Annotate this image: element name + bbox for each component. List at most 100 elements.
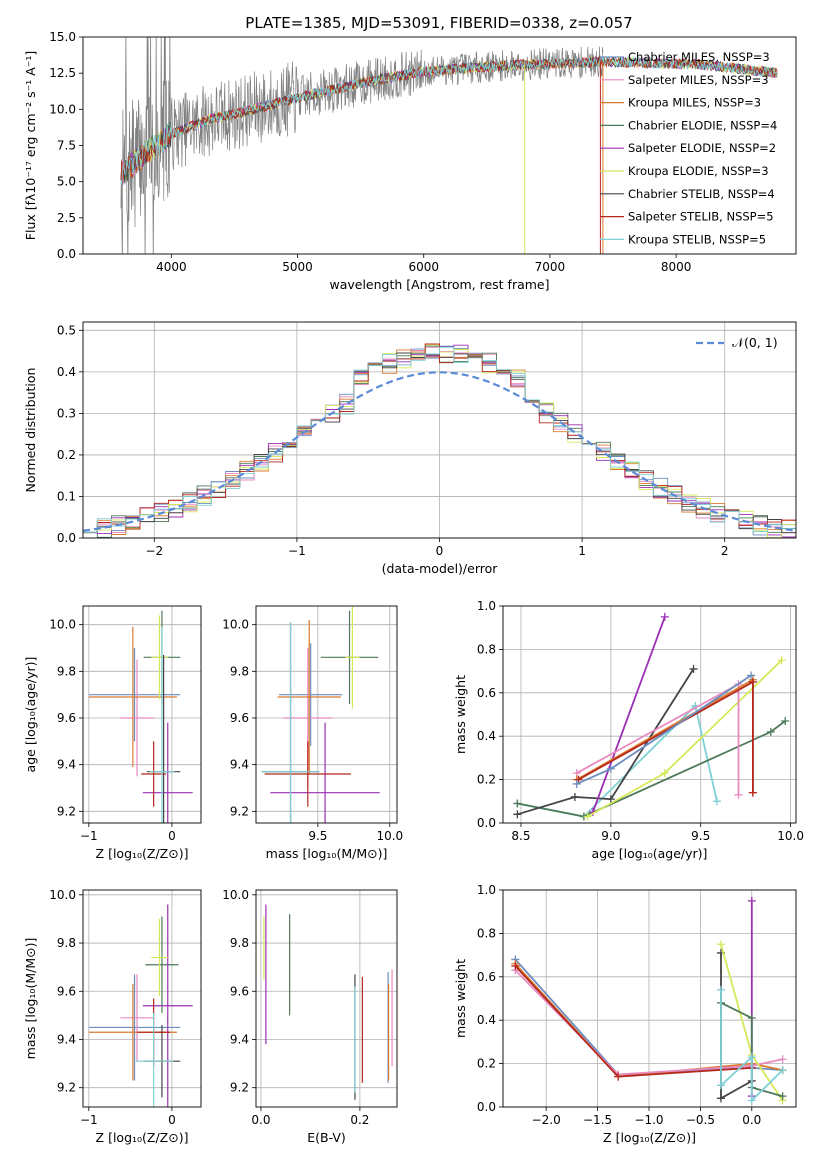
legend: Chabrier MILES, NSSP=3 Salpeter MILES, NS… [600, 50, 777, 246]
y-tick-label: 0.3 [57, 406, 76, 420]
y-tick-label: 0.0 [477, 1100, 496, 1114]
legend-label: 𝒩(0, 1) [732, 335, 778, 350]
y-tick-label: 9.6 [230, 984, 249, 998]
weight-marker-ss [511, 961, 520, 970]
y-axis-label: age [log₁₀(age/yr)] [23, 657, 38, 773]
weight-marker-ss [748, 788, 757, 797]
y-tick-label: 9.2 [230, 804, 249, 818]
axes-frame [502, 605, 797, 824]
x-axis-label: age [log₁₀(age/yr)] [592, 846, 708, 861]
weight-marker-ke [716, 940, 725, 949]
weight-marker-ks [716, 985, 725, 994]
y-tick-label: 0.5 [57, 323, 76, 337]
y-tick-label: 9.6 [57, 711, 76, 725]
axes-frame [255, 605, 398, 824]
y-tick-label: 0.0 [57, 531, 76, 545]
age_vs_z-chart: −1 0 9.2 9.4 9.6 9.8 10.0 Z [log₁₀(Z/Z⊙)] age [l… [23, 605, 202, 861]
y-tick-label: 0.8 [477, 642, 496, 656]
x-tick-label: −1.5 [583, 1113, 612, 1127]
weight-marker-ce [513, 799, 522, 808]
x-tick-label: 8.5 [511, 829, 530, 843]
axes-frame [82, 36, 797, 255]
x-tick-label: 0 [436, 544, 444, 558]
x-tick-label: 9.5 [691, 829, 710, 843]
y-axis-label: mass weight [453, 959, 468, 1038]
y-tick-label: 9.4 [57, 758, 76, 772]
grid [256, 890, 397, 1107]
weight_vs_age-chart: 8.5 9.0 9.5 10.0 0.0 0.2 0.4 0.6 0.8 1.0 age [log₁… [453, 599, 804, 861]
x-tick-label: −1 [80, 1113, 98, 1127]
y-tick-label: 10.0 [49, 888, 76, 902]
weight-marker-cs [513, 810, 522, 819]
legend-label: Kroupa MILES, NSSP=3 [628, 96, 761, 110]
y-tick-label: 9.6 [57, 984, 76, 998]
weight-marker-ks [778, 1066, 787, 1075]
plot-area [263, 904, 393, 1100]
weight-marker-cs [606, 795, 615, 804]
y-tick-label: 0.4 [477, 1013, 496, 1027]
axes-frame [82, 321, 797, 539]
y-tick-label: 7.5 [57, 139, 76, 153]
y-tick-label: 1.0 [477, 883, 496, 897]
x-tick-label: −1.0 [634, 1113, 663, 1127]
y-tick-label: 0.8 [477, 926, 496, 940]
y-tick-label: 0.2 [477, 1057, 496, 1071]
weight-marker-cs [570, 792, 579, 801]
y-tick-label: 0.2 [57, 448, 76, 462]
y-tick-label: 9.8 [230, 936, 249, 950]
weight-marker-ce [766, 727, 775, 736]
y-tick-label: 12.5 [49, 66, 76, 80]
y-tick-label: 0.0 [477, 816, 496, 830]
x-tick-label: 1 [578, 544, 586, 558]
weight-marker-ss [748, 677, 757, 686]
weight-line-ce [517, 720, 786, 818]
x-tick-label: 10.0 [376, 829, 403, 843]
y-tick-label: 10.0 [49, 102, 76, 116]
weight-line-ss [578, 680, 754, 793]
y-tick-label: 2.5 [57, 211, 76, 225]
weight-line-cm [514, 958, 783, 1076]
weight-marker-cs [689, 664, 698, 673]
x-tick-label: −2.0 [532, 1113, 561, 1127]
x-axis-label: mass [log₁₀(M/M⊙)] [266, 846, 388, 861]
y-tick-label: 9.8 [230, 664, 249, 678]
weight-marker-ce [747, 1014, 756, 1023]
x-tick-label: 7000 [535, 260, 566, 274]
x-tick-label: 10.0 [777, 829, 804, 843]
grid [83, 890, 201, 1107]
weight-marker-ce [778, 1092, 787, 1101]
plot-area [261, 606, 380, 823]
plot-area [120, 37, 778, 254]
weight-line-se [592, 616, 666, 813]
weight-marker-cm [606, 764, 615, 773]
x-tick-label: 9.5 [308, 829, 327, 843]
weight-marker-ks [747, 1096, 756, 1105]
legend-label: Kroupa STELIB, NSSP=5 [628, 232, 766, 246]
weight-marker-sm [778, 1055, 787, 1064]
data-spectrum-line [120, 37, 604, 254]
y-tick-label: 0.6 [477, 686, 496, 700]
y-tick-label: 9.4 [230, 758, 249, 772]
weight-line-ss [514, 965, 752, 1078]
mass_vs_z-chart: −1 0 9.2 9.4 9.6 9.8 10.0 Z [log₁₀(Z/Z⊙)] mass [… [23, 888, 202, 1145]
legend-label: Salpeter MILES, NSSP=3 [628, 73, 769, 87]
x-tick-label: 6000 [408, 260, 439, 274]
weight-line-ce [720, 1001, 783, 1098]
residuals-chart: −2 −1 0 1 2 0.0 0.1 0.2 0.3 0.4 0.5 (data-model)/er… [23, 321, 797, 576]
legend-label: Chabrier STELIB, NSSP=4 [628, 187, 775, 201]
x-tick-label: 2 [721, 544, 729, 558]
weight-marker-ke [583, 812, 592, 821]
y-tick-label: 9.2 [57, 804, 76, 818]
legend-label: Salpeter ELODIE, NSSP=2 [628, 141, 776, 155]
y-tick-label: 9.8 [57, 936, 76, 950]
weight-marker-cm [572, 779, 581, 788]
weight-marker-ks [716, 1081, 725, 1090]
weight-marker-ks [712, 797, 721, 806]
y-tick-label: 9.2 [57, 1081, 76, 1095]
legend: 𝒩(0, 1) [696, 335, 778, 350]
weight-marker-se [660, 612, 669, 621]
grid [256, 606, 397, 823]
weight-marker-ce [781, 717, 790, 726]
plot-area [513, 612, 790, 821]
